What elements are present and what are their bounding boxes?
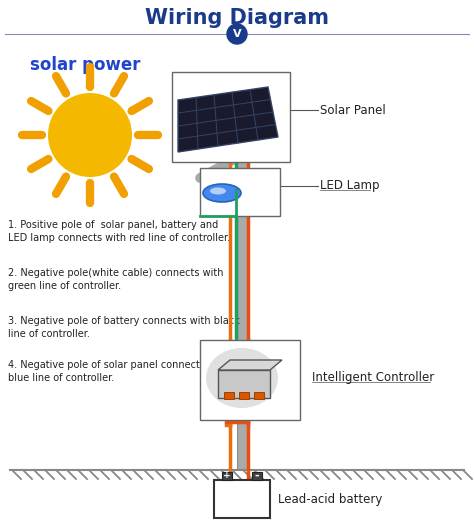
Text: Wiring Diagram: Wiring Diagram: [145, 8, 329, 28]
Polygon shape: [218, 370, 270, 398]
Ellipse shape: [206, 348, 278, 408]
Bar: [214, 480, 270, 518]
Circle shape: [48, 93, 132, 177]
Bar: [237, 105, 247, 470]
Bar: [239, 392, 249, 399]
Text: -: -: [255, 471, 259, 481]
Bar: [252, 472, 262, 480]
Polygon shape: [178, 87, 278, 152]
Bar: [200, 168, 280, 216]
Text: 1. Positive pole of  solar panel, battery and
LED lamp connects with red line of: 1. Positive pole of solar panel, battery…: [8, 220, 230, 243]
Polygon shape: [218, 360, 282, 370]
Text: 2. Negative pole(white cable) connects with
green line of controller.: 2. Negative pole(white cable) connects w…: [8, 268, 224, 291]
Circle shape: [227, 24, 247, 44]
Text: V: V: [233, 29, 241, 39]
Text: Lead-acid battery: Lead-acid battery: [278, 493, 383, 505]
Text: solar power: solar power: [30, 56, 140, 74]
Bar: [200, 340, 300, 420]
Ellipse shape: [203, 184, 241, 202]
Text: Solar Panel: Solar Panel: [320, 104, 386, 117]
Text: 4. Negative pole of solar panel connects with
blue line of controller.: 4. Negative pole of solar panel connects…: [8, 360, 229, 383]
Text: Intelligent Controller: Intelligent Controller: [312, 371, 434, 385]
Ellipse shape: [210, 187, 226, 195]
Bar: [224, 392, 234, 399]
Text: +: +: [223, 471, 231, 480]
Text: 3. Negative pole of battery connects with black
line of controller.: 3. Negative pole of battery connects wit…: [8, 316, 240, 339]
Bar: [172, 72, 290, 162]
Text: LED Lamp: LED Lamp: [320, 179, 380, 193]
Bar: [222, 472, 232, 480]
Bar: [254, 392, 264, 399]
